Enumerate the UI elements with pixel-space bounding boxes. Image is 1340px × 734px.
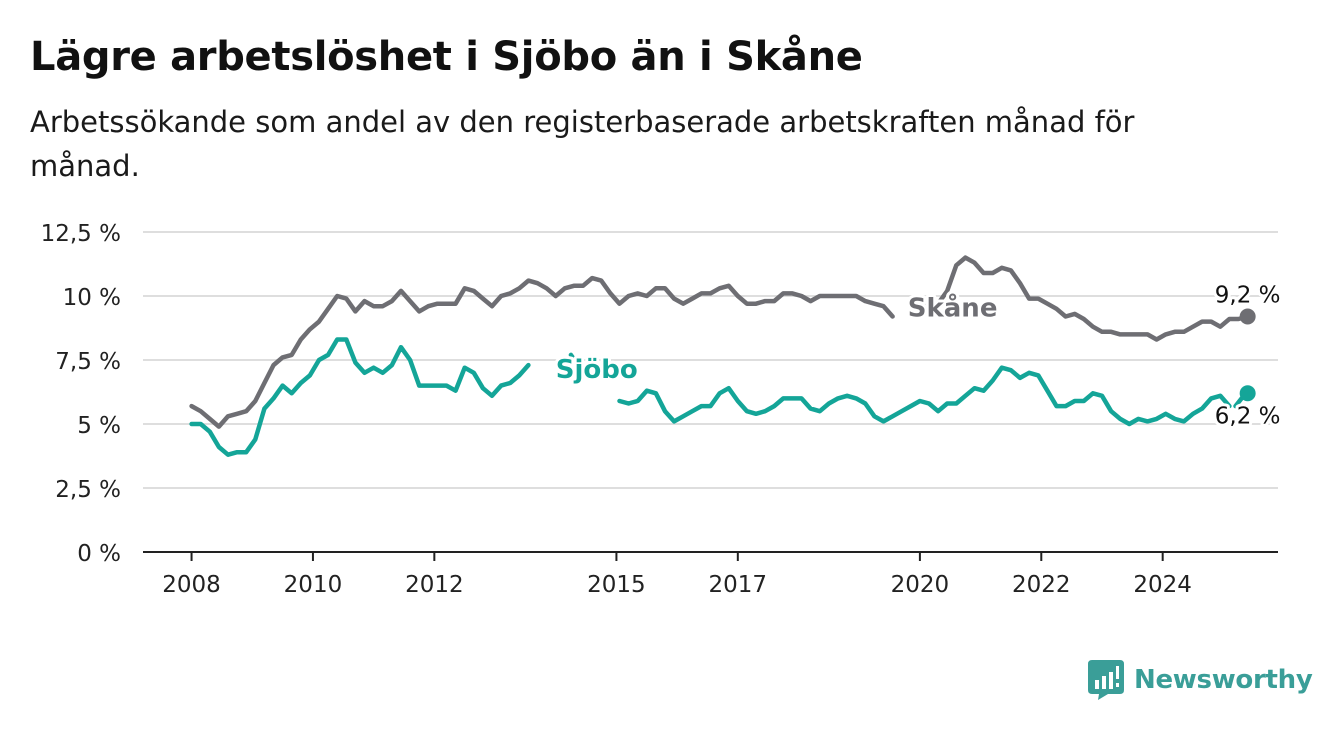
y-tick-label: 5 %	[77, 413, 121, 439]
series-line-sjbo	[189, 337, 1250, 457]
series-name-label: Sjöbo	[556, 355, 638, 385]
newsworthy-chart-icon	[1088, 660, 1124, 700]
x-tick-label: 2012	[405, 572, 464, 598]
series-end-marker	[1239, 308, 1256, 325]
x-tick-label: 2022	[1012, 572, 1071, 598]
series-name-label: Skåne	[908, 291, 998, 323]
y-tick-label: 12,5 %	[41, 221, 121, 247]
x-tick-label: 2015	[587, 572, 646, 598]
x-tick-label: 2008	[162, 572, 221, 598]
series-line-skne	[189, 255, 1250, 429]
y-tick-label: 7,5 %	[55, 349, 121, 375]
x-tick-label: 2010	[284, 572, 343, 598]
chart-subtitle: Arbetssökande som andel av den registerb…	[30, 105, 1135, 183]
x-tick-label: 2024	[1133, 572, 1192, 598]
series-end-label: 6,2 %	[1215, 403, 1281, 429]
chart-title: Lägre arbetslöshet i Sjöbo än i Skåne	[30, 34, 863, 80]
series-end-label: 9,2 %	[1215, 282, 1281, 308]
y-tick-label: 2,5 %	[55, 477, 121, 503]
series-end-marker	[1239, 385, 1256, 402]
brand-name: Newsworthy	[1134, 665, 1313, 695]
x-tick-label: 2017	[709, 572, 768, 598]
newsworthy-logo: Newsworthy	[1088, 660, 1313, 700]
y-tick-label: 10 %	[63, 285, 121, 311]
x-tick-label: 2020	[891, 572, 950, 598]
y-tick-label: 0 %	[77, 541, 121, 567]
